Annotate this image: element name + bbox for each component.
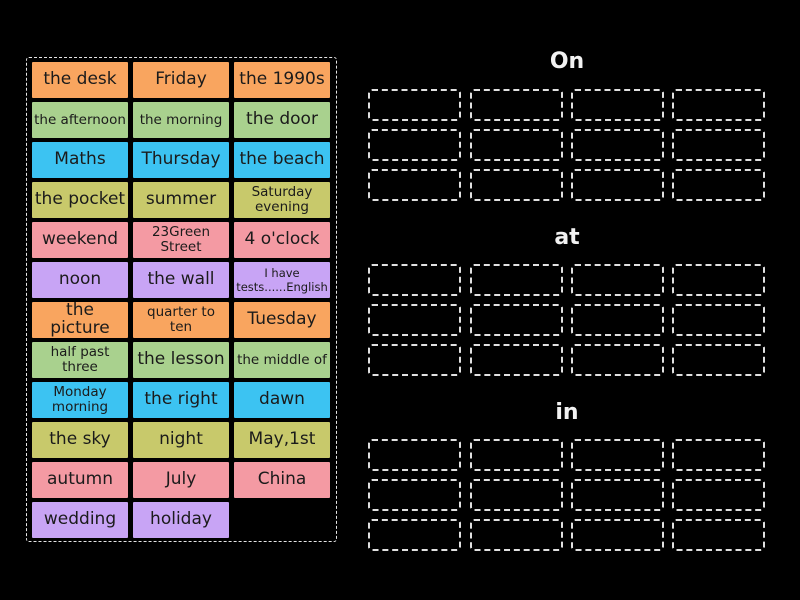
drop-slot-at[interactable] [368,344,461,376]
drop-slot-on[interactable] [368,169,461,201]
word-tile[interactable]: the door [234,102,330,138]
drop-slot-in[interactable] [672,519,765,551]
drop-slot-at[interactable] [571,304,664,336]
word-tile[interactable]: the beach [234,142,330,178]
drop-slot-at[interactable] [672,264,765,296]
drop-slot-in[interactable] [672,439,765,471]
drop-slot-on[interactable] [571,89,664,121]
word-tile[interactable]: holiday [133,502,229,538]
drop-slot-on[interactable] [470,129,563,161]
drop-slot-at[interactable] [368,264,461,296]
drop-slot-in[interactable] [672,479,765,511]
drop-slot-at[interactable] [571,344,664,376]
word-tile[interactable]: 23Green Street [133,222,229,258]
word-tile[interactable]: dawn [234,382,330,418]
group-title-in: in [555,400,579,425]
word-tile[interactable]: half past three [32,342,128,378]
drop-slot-at[interactable] [571,264,664,296]
drop-slot-in[interactable] [470,519,563,551]
drop-slot-on[interactable] [470,89,563,121]
drop-slot-at[interactable] [470,264,563,296]
word-tile[interactable]: Maths [32,142,128,178]
drop-slot-in[interactable] [571,519,664,551]
word-tile[interactable]: the middle of [234,342,330,378]
word-tile[interactable]: the picture [32,301,128,338]
word-tile[interactable]: July [133,462,229,498]
word-tile[interactable]: I have tests......English [234,262,330,298]
word-tile[interactable]: summer [133,182,229,218]
drop-slot-on[interactable] [470,169,563,201]
group-title-on: On [549,49,585,74]
group-title-at: at [554,225,580,250]
drop-slot-on[interactable] [672,169,765,201]
word-tile[interactable]: 4 o'clock [234,222,330,258]
word-tile[interactable]: Thursday [133,142,229,178]
word-tile[interactable]: the sky [32,422,128,458]
tile-bank: the desk Friday the 1990s the afternoon the … [26,57,337,542]
drop-slot-in[interactable] [571,439,664,471]
word-tile[interactable]: the lesson [133,342,229,378]
word-tile[interactable]: Friday [133,62,229,98]
word-tile[interactable]: wedding [32,502,128,538]
drop-slot-on[interactable] [672,129,765,161]
drop-slot-at[interactable] [672,304,765,336]
word-tile[interactable]: noon [32,262,128,298]
drop-slot-in[interactable] [470,439,563,471]
word-tile[interactable]: the right [133,382,229,418]
word-tile[interactable]: the afternoon [32,102,128,138]
drop-slot-in[interactable] [368,439,461,471]
word-tile[interactable]: night [133,422,229,458]
word-tile[interactable]: the 1990s [234,62,330,98]
word-tile[interactable]: weekend [32,222,128,258]
word-tile[interactable]: Monday morning [32,382,128,418]
drop-slot-in[interactable] [368,479,461,511]
drop-slot-on[interactable] [571,169,664,201]
drop-slot-on[interactable] [672,89,765,121]
drop-slot-in[interactable] [470,479,563,511]
drop-slot-on[interactable] [368,129,461,161]
drop-slot-on[interactable] [571,129,664,161]
drop-slot-at[interactable] [470,344,563,376]
drop-slot-at[interactable] [672,344,765,376]
drop-slot-at[interactable] [368,304,461,336]
word-tile[interactable]: autumn [32,462,128,498]
word-tile[interactable]: May,1st [234,422,330,458]
word-tile[interactable]: the wall [133,262,229,298]
drop-slot-in[interactable] [368,519,461,551]
word-tile[interactable]: Tuesday [234,302,330,338]
drop-slot-on[interactable] [368,89,461,121]
drop-slot-in[interactable] [571,479,664,511]
word-tile[interactable]: Saturday evening [234,182,330,218]
word-tile[interactable]: the desk [32,62,128,98]
word-tile[interactable]: the pocket [32,182,128,218]
word-tile[interactable]: quarter to ten [133,302,229,338]
drop-slot-at[interactable] [470,304,563,336]
word-tile[interactable]: the morning [133,102,229,138]
word-tile[interactable]: China [234,462,330,498]
